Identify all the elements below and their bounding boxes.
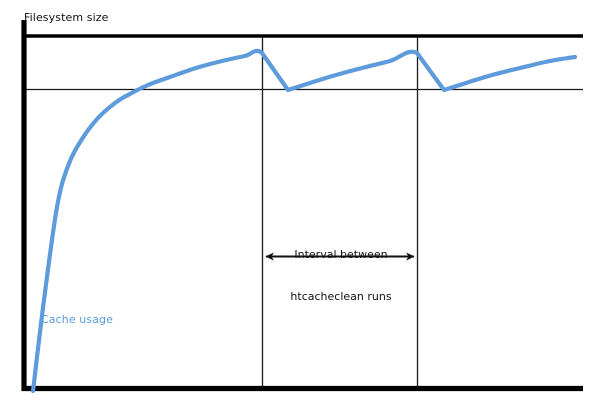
cache-usage-label: Cache usage	[41, 313, 113, 326]
interval-annotation-line-2: htcacheclean runs	[290, 290, 392, 303]
interval-annotation: Interval between htcacheclean runs	[265, 220, 417, 332]
cache-usage-curve	[30, 48, 578, 394]
interval-annotation-line-1: Interval between	[294, 248, 388, 261]
filesystem-size-label: Filesystem size	[24, 11, 109, 24]
